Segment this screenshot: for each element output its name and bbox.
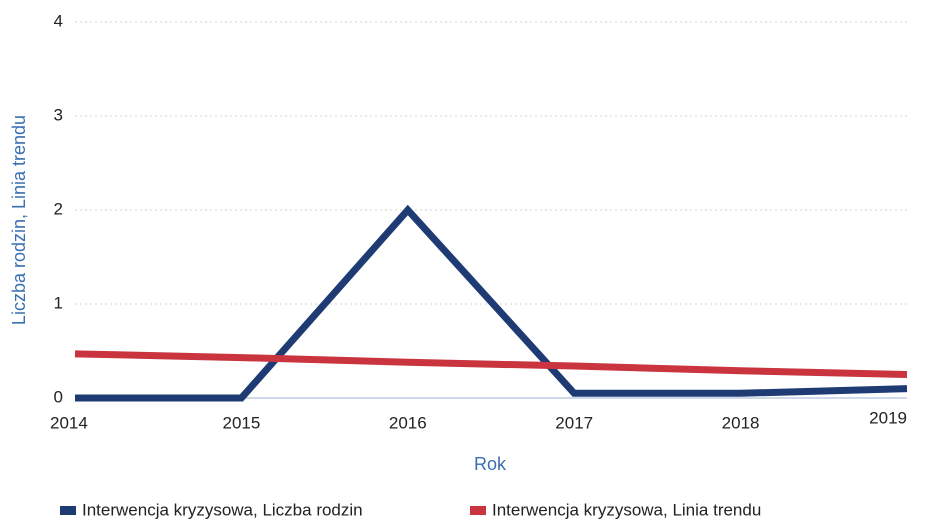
x-tick-label: 2019: [869, 408, 907, 427]
legend-label: Interwencja kryzysowa, Liczba rodzin: [82, 500, 363, 519]
x-tick-label: 2016: [389, 413, 427, 432]
y-tick-label: 1: [54, 293, 63, 312]
x-axis-title: Rok: [474, 454, 507, 474]
series-line: [75, 204, 908, 402]
y-tick-label: 2: [54, 199, 63, 218]
x-tick-label: 2018: [722, 413, 760, 432]
x-tick-label: 2014: [50, 413, 88, 432]
x-tick-label: 2017: [555, 413, 593, 432]
legend-swatch: [60, 506, 76, 515]
series-line: [74, 350, 908, 378]
legend-label: Interwencja kryzysowa, Linia trendu: [492, 500, 761, 519]
legend-swatch: [470, 506, 486, 515]
y-tick-label: 0: [54, 387, 63, 406]
x-tick-label: 2015: [222, 413, 260, 432]
y-tick-label: 3: [54, 105, 63, 124]
y-axis-title: Liczba rodzin, Linia trendu: [9, 115, 29, 325]
y-tick-label: 4: [54, 11, 63, 30]
